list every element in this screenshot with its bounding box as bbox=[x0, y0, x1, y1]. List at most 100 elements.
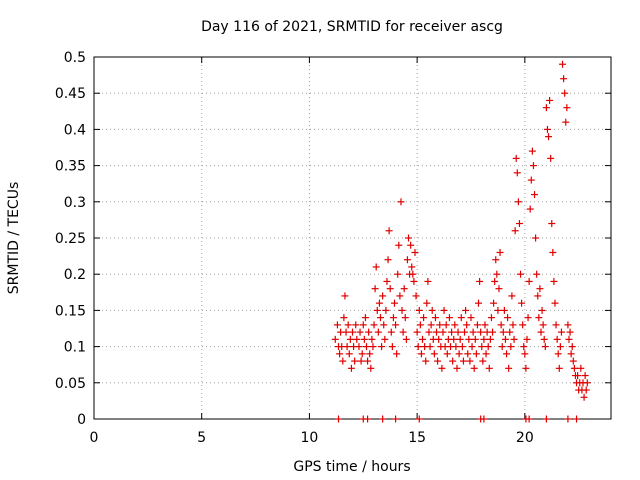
data-point bbox=[409, 270, 417, 278]
data-point bbox=[387, 328, 395, 336]
data-point bbox=[388, 343, 396, 351]
data-point bbox=[398, 306, 406, 314]
data-point bbox=[545, 133, 553, 141]
data-point bbox=[361, 314, 369, 322]
data-point bbox=[393, 350, 401, 358]
data-point bbox=[462, 306, 470, 314]
data-point bbox=[449, 357, 457, 365]
data-point bbox=[475, 299, 483, 307]
data-point bbox=[392, 415, 400, 423]
data-point bbox=[551, 299, 559, 307]
data-point bbox=[367, 364, 375, 372]
data-point bbox=[371, 285, 379, 293]
data-point bbox=[513, 169, 521, 177]
y-tick-label: 0.2 bbox=[64, 267, 86, 283]
data-point bbox=[353, 335, 361, 343]
data-point bbox=[450, 335, 458, 343]
data-point bbox=[416, 321, 424, 329]
data-point bbox=[331, 335, 339, 343]
data-point bbox=[401, 314, 409, 322]
data-point bbox=[517, 270, 525, 278]
data-point bbox=[497, 321, 505, 329]
data-point bbox=[467, 314, 475, 322]
data-point bbox=[403, 256, 411, 264]
y-tick-label: 0.35 bbox=[55, 159, 86, 175]
data-point bbox=[542, 104, 550, 112]
data-point bbox=[569, 357, 577, 365]
data-point bbox=[400, 285, 408, 293]
data-point bbox=[570, 364, 578, 372]
data-point bbox=[395, 241, 403, 249]
data-point bbox=[554, 350, 562, 358]
data-point bbox=[559, 60, 567, 68]
data-point bbox=[479, 357, 487, 365]
data-point bbox=[523, 335, 531, 343]
data-point bbox=[520, 343, 528, 351]
data-point bbox=[402, 335, 410, 343]
data-point bbox=[566, 328, 574, 336]
data-point bbox=[428, 306, 436, 314]
data-point bbox=[448, 328, 456, 336]
data-point bbox=[564, 415, 572, 423]
data-point bbox=[394, 270, 402, 278]
data-point bbox=[411, 248, 419, 256]
data-point bbox=[439, 328, 447, 336]
grid-lines bbox=[94, 57, 611, 419]
data-point bbox=[347, 364, 355, 372]
data-point bbox=[471, 335, 479, 343]
data-point bbox=[357, 357, 365, 365]
y-tick-label: 0.45 bbox=[55, 86, 86, 102]
data-point bbox=[581, 372, 589, 380]
data-point bbox=[580, 393, 588, 401]
data-point bbox=[443, 350, 451, 358]
data-point bbox=[510, 335, 518, 343]
data-point bbox=[574, 372, 582, 380]
data-point bbox=[533, 270, 541, 278]
data-point bbox=[334, 415, 342, 423]
data-point bbox=[515, 220, 523, 228]
data-point bbox=[496, 248, 504, 256]
data-point bbox=[490, 299, 498, 307]
data-point bbox=[452, 343, 460, 351]
data-point bbox=[435, 335, 443, 343]
data-point bbox=[422, 357, 430, 365]
data-point bbox=[363, 343, 371, 351]
y-tick-label: 0.05 bbox=[55, 376, 86, 392]
data-point bbox=[582, 386, 590, 394]
data-point bbox=[469, 328, 477, 336]
y-tick-label: 0.4 bbox=[64, 122, 86, 138]
data-point bbox=[436, 321, 444, 329]
data-point bbox=[480, 415, 488, 423]
data-point bbox=[538, 306, 546, 314]
data-point bbox=[397, 198, 405, 206]
data-point bbox=[349, 328, 356, 336]
data-point bbox=[346, 335, 354, 343]
data-point bbox=[352, 321, 360, 329]
data-point bbox=[548, 220, 556, 228]
data-point bbox=[389, 314, 397, 322]
data-point bbox=[359, 321, 367, 329]
data-point bbox=[442, 321, 450, 329]
data-point bbox=[386, 285, 394, 293]
x-tick-label: 20 bbox=[516, 430, 534, 446]
data-point bbox=[459, 357, 467, 365]
data-point bbox=[451, 321, 459, 329]
data-point bbox=[370, 321, 378, 329]
data-point bbox=[504, 314, 512, 322]
data-point bbox=[473, 321, 481, 329]
data-point bbox=[549, 248, 557, 256]
data-point bbox=[492, 256, 500, 264]
data-point bbox=[478, 343, 486, 351]
data-point bbox=[528, 147, 536, 155]
data-point bbox=[484, 343, 492, 351]
data-point bbox=[458, 343, 466, 351]
data-point bbox=[364, 357, 372, 365]
x-tick-label: 0 bbox=[90, 430, 99, 446]
y-tick-label: 0.3 bbox=[64, 195, 86, 211]
data-point bbox=[487, 314, 495, 322]
data-point bbox=[557, 328, 565, 336]
data-point bbox=[493, 270, 501, 278]
data-point bbox=[477, 328, 485, 336]
data-point bbox=[415, 415, 423, 423]
